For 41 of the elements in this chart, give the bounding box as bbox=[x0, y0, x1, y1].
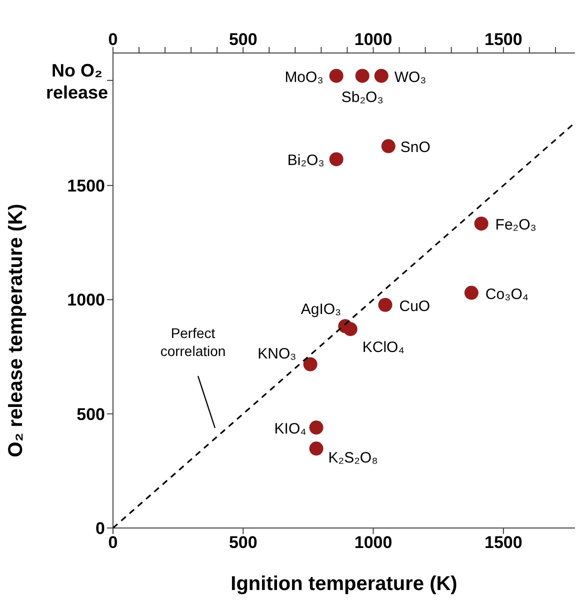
x2-tick-label: 1000 bbox=[354, 533, 392, 552]
y-tick-label: 0 bbox=[96, 519, 105, 538]
x2-tick-label: 1500 bbox=[484, 533, 522, 552]
point bbox=[378, 298, 392, 312]
x2-tick-label: 500 bbox=[228, 533, 258, 552]
annotation: Bi₂O₃ bbox=[287, 152, 324, 170]
point bbox=[303, 357, 318, 372]
annotation: AgIO₃ bbox=[300, 301, 342, 318]
point bbox=[309, 420, 324, 435]
annotation: SnO bbox=[400, 139, 430, 156]
annotation: MoO₃ bbox=[284, 68, 324, 86]
annotation: Perfect correlation bbox=[160, 325, 226, 359]
y-tick-label: No O₂ release bbox=[46, 60, 108, 102]
point bbox=[329, 68, 344, 83]
annotation: KClO₄ bbox=[362, 339, 404, 356]
x-tick-label: 0 bbox=[108, 30, 118, 49]
y-tick-label: 1500 bbox=[67, 176, 105, 196]
annotation: K₂S₂O₈ bbox=[328, 450, 378, 467]
point bbox=[309, 442, 324, 456]
point bbox=[374, 68, 388, 83]
y-axis-title: O₂ release temperature (K) bbox=[5, 204, 28, 458]
annotation: WO₃ bbox=[394, 68, 426, 86]
annotation: Fe₂O₃ bbox=[495, 216, 536, 234]
x-tick-label: 500 bbox=[228, 30, 258, 49]
annotation: KIO₄ bbox=[274, 420, 306, 438]
y-tick-label: 500 bbox=[76, 404, 105, 424]
point bbox=[343, 322, 358, 336]
x-tick-label: 1000 bbox=[354, 30, 392, 49]
y-tick-label: 1000 bbox=[67, 290, 105, 310]
point bbox=[474, 216, 488, 231]
annotation: KNO₃ bbox=[258, 345, 296, 362]
x2-tick-label: 0 bbox=[108, 533, 118, 552]
annotation: Sb₂O₃ bbox=[341, 88, 384, 106]
point bbox=[329, 152, 344, 166]
annotation: Co₃O₄ bbox=[485, 286, 528, 303]
x-axis-title: Ignition temperature (K) bbox=[230, 573, 458, 595]
point bbox=[355, 68, 370, 83]
point bbox=[381, 139, 396, 154]
x-tick-label: 1500 bbox=[484, 30, 522, 49]
annotation: CuO bbox=[399, 298, 430, 315]
point bbox=[464, 286, 478, 300]
